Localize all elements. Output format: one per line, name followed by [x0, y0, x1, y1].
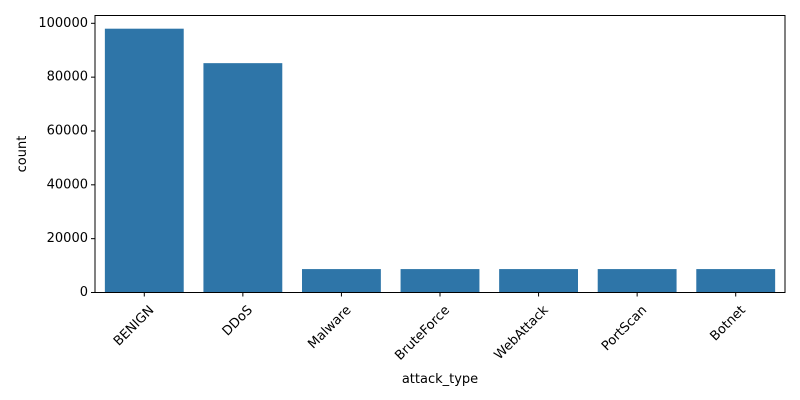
x-axis: BENIGN DDoS Malware BruteForce WebAttack Port…	[111, 292, 749, 364]
y-tick-label: 80000	[47, 70, 88, 85]
x-tick-label: WebAttack	[492, 303, 552, 363]
x-tick-label: PortScan	[599, 303, 650, 354]
bars-layer	[104, 28, 776, 293]
y-tick-label: 20000	[47, 231, 88, 246]
x-tick-label: Malware	[305, 303, 354, 352]
bar-ddos	[203, 63, 283, 293]
x-axis-label: attack_type	[402, 372, 478, 387]
x-tick-label: BENIGN	[111, 303, 157, 349]
y-tick-label: 60000	[47, 123, 88, 138]
bar-bruteforce	[400, 269, 480, 293]
bar-botnet	[696, 269, 776, 293]
y-tick-label: 0	[80, 285, 88, 300]
x-tick-label: DDoS	[220, 303, 256, 339]
x-tick-label: Botnet	[708, 303, 749, 344]
y-axis-label: count	[15, 136, 30, 173]
y-axis: 0 20000 40000 60000 80000 100000	[38, 16, 95, 300]
bar-webattack	[499, 269, 578, 293]
bar-portscan	[597, 269, 677, 293]
x-tick-label: BruteForce	[392, 303, 453, 364]
y-tick-label: 40000	[47, 177, 88, 192]
plot-frame	[94, 15, 786, 293]
bar-benign	[104, 28, 184, 293]
bar-malware	[302, 269, 381, 293]
y-tick-label: 100000	[38, 16, 88, 31]
